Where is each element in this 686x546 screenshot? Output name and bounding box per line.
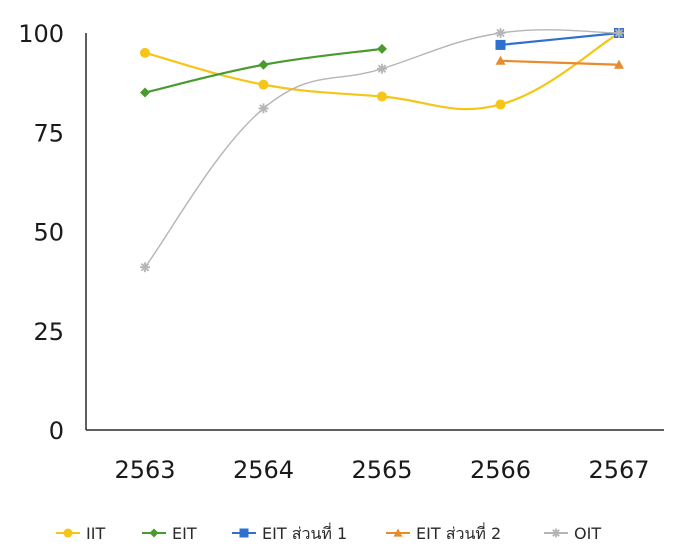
data-point bbox=[140, 87, 150, 98]
star-stroke bbox=[377, 64, 387, 73]
data-point bbox=[140, 47, 150, 58]
star-stroke bbox=[496, 28, 505, 38]
data-point bbox=[551, 528, 561, 538]
series-eit bbox=[140, 43, 387, 98]
data-point bbox=[495, 55, 506, 65]
data-point bbox=[393, 528, 403, 537]
data-point bbox=[377, 63, 387, 74]
series-eit-ส่วนที่-2 bbox=[495, 55, 624, 69]
y-tick-label: 0 bbox=[49, 417, 64, 445]
data-point bbox=[495, 28, 506, 38]
series-line bbox=[144, 29, 620, 268]
legend: IIT EIT EIT ส่วนที่ 1 EIT ส่วนที่ 2 OIT bbox=[56, 522, 601, 543]
star-stroke bbox=[614, 28, 624, 38]
legend-item: IIT bbox=[56, 524, 105, 543]
legend-label: EIT ส่วนที่ 1 bbox=[262, 522, 347, 542]
y-tick-label: 50 bbox=[33, 219, 64, 247]
data-point bbox=[495, 39, 506, 50]
y-tick-label: 100 bbox=[18, 20, 64, 48]
data-point bbox=[377, 91, 387, 102]
y-tick-label: 25 bbox=[33, 318, 64, 346]
axes: 0 25 50 75 100 2563 2564 2565 2566 2567 bbox=[18, 20, 664, 484]
data-point bbox=[258, 103, 269, 114]
legend-item: EIT ส่วนที่ 1 bbox=[232, 522, 347, 543]
legend-label: EIT bbox=[172, 524, 197, 542]
legend-label: OIT bbox=[574, 524, 601, 542]
x-tick-label: 2566 bbox=[470, 456, 531, 484]
x-tick-label: 2563 bbox=[114, 456, 175, 484]
data-point bbox=[258, 59, 269, 70]
data-point bbox=[63, 528, 73, 538]
data-point bbox=[377, 43, 387, 54]
x-tick-label: 2565 bbox=[351, 456, 412, 484]
series-oit bbox=[140, 28, 624, 273]
data-point bbox=[140, 262, 150, 273]
data-point bbox=[258, 79, 269, 90]
star-stroke bbox=[552, 529, 560, 537]
x-tick-label: 2567 bbox=[588, 456, 649, 484]
legend-item: EIT bbox=[142, 524, 197, 543]
x-tick-label: 2564 bbox=[233, 456, 294, 484]
series-line bbox=[500, 31, 620, 47]
data-point bbox=[614, 28, 624, 38]
series-line bbox=[500, 59, 620, 66]
legend-label: EIT ส่วนที่ 2 bbox=[416, 522, 501, 542]
data-point bbox=[495, 99, 506, 110]
data-point bbox=[149, 528, 159, 538]
y-tick-label: 75 bbox=[33, 119, 64, 147]
data-point bbox=[614, 59, 624, 69]
series-layer bbox=[140, 28, 624, 273]
legend-item: EIT ส่วนที่ 2 bbox=[386, 522, 501, 543]
legend-label: IIT bbox=[86, 524, 105, 542]
star-stroke bbox=[259, 104, 268, 113]
star-stroke bbox=[140, 263, 150, 272]
data-point bbox=[239, 528, 249, 538]
legend-item: OIT bbox=[544, 524, 601, 543]
